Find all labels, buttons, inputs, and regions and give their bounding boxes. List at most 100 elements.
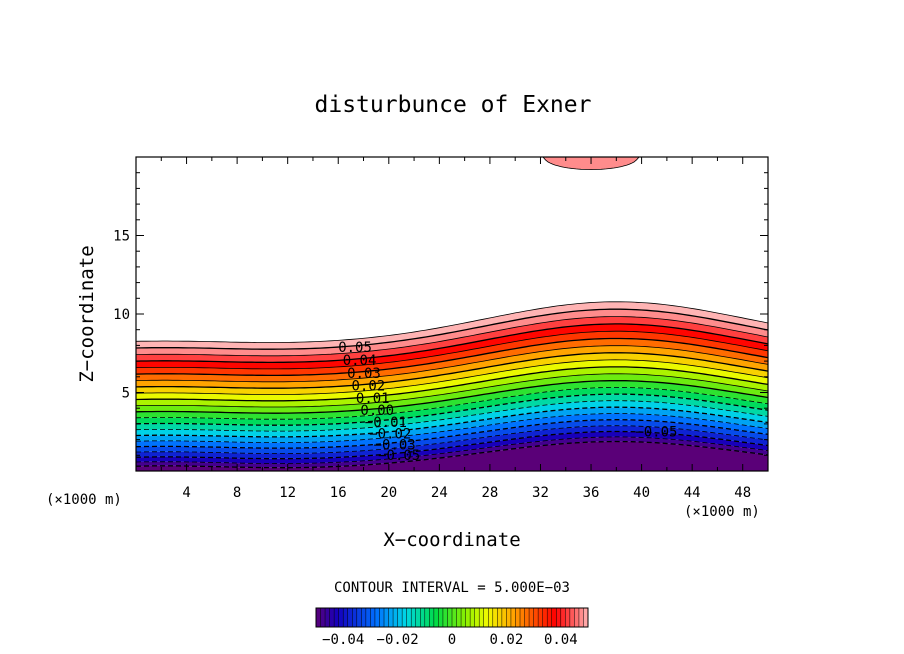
colorbar-swatch [420, 608, 425, 627]
colorbar-swatch [352, 608, 357, 627]
colorbar-swatch [397, 608, 403, 627]
colorbar-tick-labels: −0.04 −0.02 0 0.02 0.04 [322, 632, 578, 648]
colorbar-swatch [510, 608, 516, 627]
contour-line [136, 380, 768, 414]
x-axis-label: X−coordinate [383, 529, 520, 551]
contour-label: 0.02 [352, 379, 386, 395]
contour-band [136, 425, 768, 459]
contour-line [136, 430, 768, 460]
contour-label: −0.02 [369, 427, 411, 443]
colorbar-swatch [492, 608, 498, 627]
contour-label: −0.01 [365, 415, 407, 431]
x-axis-unit: (×1000 m) [684, 504, 760, 520]
y-tick-label: 10 [113, 307, 130, 323]
y-axis-label: Z−coordinate [76, 245, 98, 382]
contour-line [136, 323, 768, 364]
contour-line [136, 419, 768, 449]
x-axis-ticks: 4 8 12 16 20 24 28 32 36 40 44 48 [160, 157, 751, 501]
colorbar-swatch [506, 608, 512, 627]
colorbar-swatch [406, 608, 412, 627]
contour-interval-text: CONTOUR INTERVAL = 5.000E−03 [334, 580, 570, 596]
contour-line [136, 359, 768, 395]
colorbar-swatch [479, 608, 484, 627]
colorbar-swatch [415, 608, 421, 627]
colorbar-swatch [524, 608, 530, 627]
colorbar-swatch [343, 608, 348, 627]
colorbar-swatch [424, 608, 430, 627]
contour-line [136, 337, 768, 377]
contour-label: 0.04 [343, 353, 377, 369]
contour-line [136, 352, 768, 389]
x-tick-label: 4 [182, 485, 190, 501]
colorbar-swatch [497, 608, 503, 627]
contour-line [136, 406, 768, 438]
y-axis-ticks: 5 10 15 [113, 172, 768, 456]
colorbar-swatch [488, 608, 493, 627]
contour-line [136, 436, 768, 465]
contour-label: 0.05 [338, 340, 372, 356]
x-tick-label: 36 [583, 485, 600, 501]
contour-band [136, 373, 768, 414]
colorbar-swatch [334, 608, 339, 627]
colorbar-swatch [538, 608, 543, 627]
colorbar [315, 607, 589, 628]
contour-labels: 0.050.040.030.020.010.00−0.01−0.02−0.03−… [338, 340, 677, 464]
contour-label: −0.05 [635, 424, 677, 440]
colorbar-swatch [533, 608, 539, 627]
contour-label: −0.03 [374, 438, 416, 454]
y-tick-label: 15 [113, 229, 130, 245]
colorbar-swatch [433, 608, 439, 627]
colorbar-swatch [320, 608, 326, 627]
colorbar-swatch [578, 608, 584, 627]
colorbar-swatch [465, 608, 471, 627]
contour-label: 0.00 [360, 403, 394, 419]
plot-area [136, 157, 768, 471]
contour-line [136, 366, 768, 402]
contour-line [136, 308, 768, 350]
y-axis-unit: (×1000 m) [46, 492, 122, 508]
colorbar-swatch [379, 608, 385, 627]
contour-lines [136, 301, 768, 469]
contour-line [136, 345, 768, 383]
contour-band [136, 413, 768, 449]
colorbar-swatch [515, 608, 521, 627]
colorbar-swatch [529, 608, 534, 627]
chart-title: disturbunce of Exner [315, 92, 592, 118]
contour-band [136, 387, 768, 426]
colorbar-swatch [574, 608, 580, 627]
colorbar-swatch [452, 608, 457, 627]
colorbar-tick-label: 0.02 [490, 632, 524, 648]
contour-label: 0.03 [347, 366, 381, 382]
contour-line [136, 400, 768, 432]
colorbar-swatch [393, 608, 398, 627]
x-tick-label: 28 [481, 485, 498, 501]
x-tick-label: 8 [233, 485, 241, 501]
colorbar-swatch [384, 608, 389, 627]
colorbar-swatch [456, 608, 462, 627]
colorbar-swatch [411, 608, 416, 627]
contour-line [136, 301, 768, 343]
x-tick-label: 40 [633, 485, 650, 501]
colorbar-swatch [560, 608, 566, 627]
colorbar-tick-label: 0 [448, 632, 456, 648]
colorbar-swatch [402, 608, 407, 627]
colorbar-swatch [461, 608, 466, 627]
colorbar-tick-label: −0.04 [322, 632, 364, 648]
colorbar-swatch [565, 608, 571, 627]
colorbar-swatch [520, 608, 525, 627]
colorbar-swatch [365, 608, 371, 627]
contour-label: −0.05 [378, 448, 420, 464]
colorbar-swatch [325, 608, 330, 627]
contour-line [136, 330, 768, 370]
contour-line [136, 386, 768, 420]
colorbar-swatch [329, 608, 335, 627]
colorbar-swatch [374, 608, 380, 627]
contour-label: 0.01 [356, 391, 390, 407]
colorbar-tick-label: 0.04 [544, 632, 578, 648]
contour-line [136, 440, 768, 469]
colorbar-swatch [442, 608, 448, 627]
colorbar-swatch [429, 608, 435, 627]
colorbar-swatch [569, 608, 575, 627]
colorbar-swatch [583, 608, 589, 627]
